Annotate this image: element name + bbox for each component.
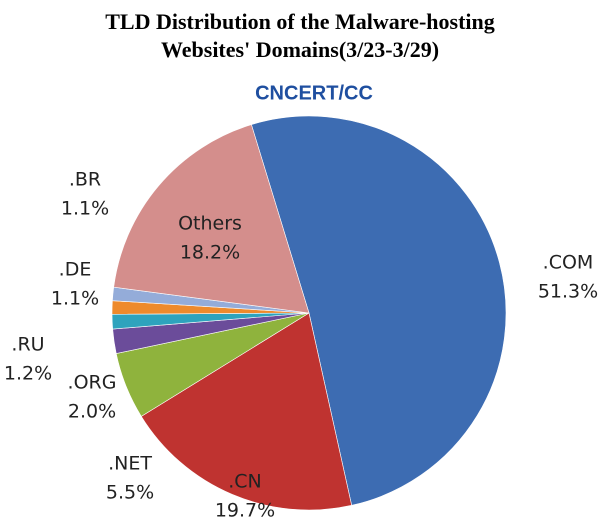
slice-value-label: 18.2% bbox=[180, 242, 240, 264]
slice-label: .BR bbox=[69, 169, 101, 191]
pie-slice bbox=[140, 312, 353, 511]
slice-label: .DE bbox=[59, 259, 92, 281]
slice-value-label: 5.5% bbox=[106, 482, 154, 504]
slice-value-label: 2.0% bbox=[68, 401, 116, 423]
slice-value-label: 19.7% bbox=[215, 500, 275, 517]
logo: CNCERT/CC bbox=[255, 82, 373, 104]
pie-slice bbox=[113, 124, 310, 314]
pie-slice bbox=[251, 115, 507, 506]
slice-value-label: 1.1% bbox=[61, 198, 109, 220]
slice-value-label: 51.3% bbox=[538, 281, 598, 303]
slice-label: .NET bbox=[108, 453, 152, 475]
chart-title-line: Websites' Domains(3/23-3/29) bbox=[161, 37, 439, 62]
slice-value-label: 1.2% bbox=[4, 363, 52, 385]
chart-title-line: TLD Distribution of the Malware-hosting bbox=[105, 9, 495, 34]
slice-label: .RU bbox=[11, 334, 44, 356]
slice-label: Others bbox=[178, 213, 242, 235]
slice-label: .CN bbox=[228, 471, 262, 493]
slice-value-label: 1.1% bbox=[51, 288, 99, 310]
slice-label: .ORG bbox=[68, 372, 117, 394]
slice-label: .COM bbox=[543, 252, 594, 274]
